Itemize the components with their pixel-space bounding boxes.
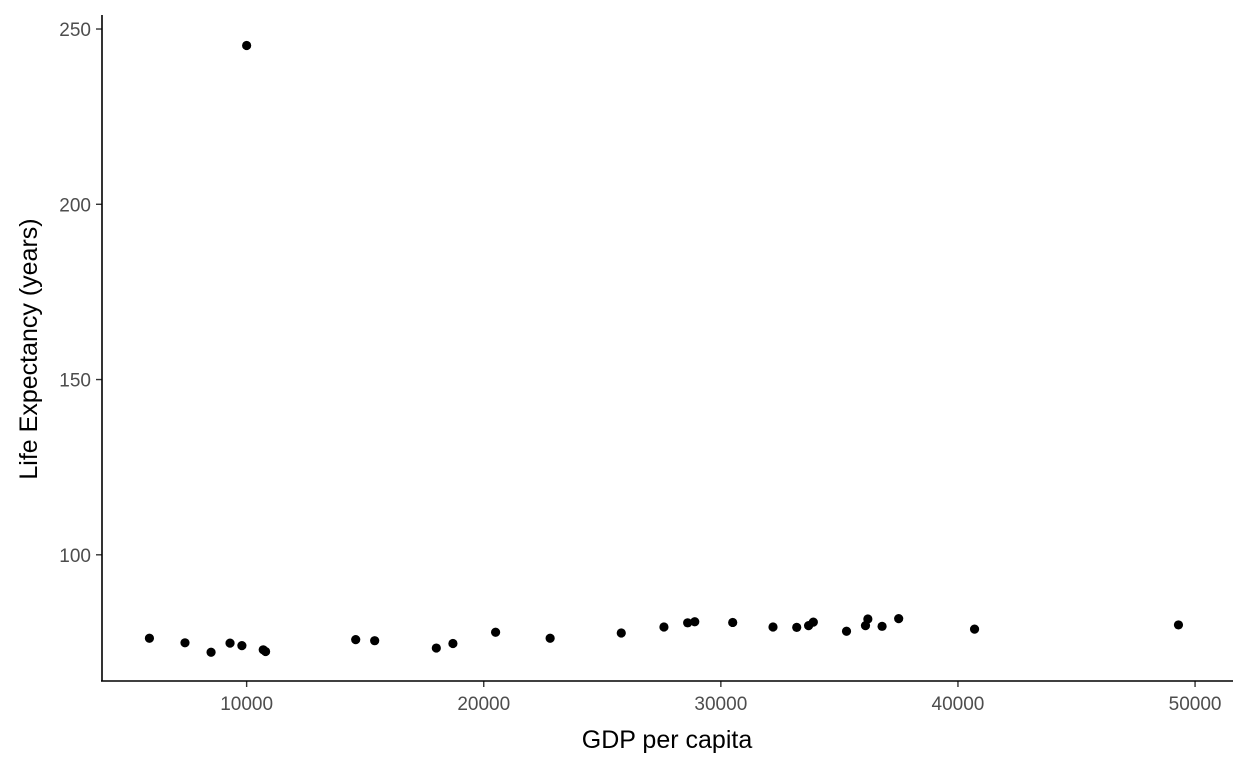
data-point [690, 617, 700, 627]
data-point [180, 638, 190, 648]
data-point [237, 640, 247, 651]
data-points [144, 40, 1184, 657]
data-point [490, 627, 501, 637]
data-point [877, 621, 887, 631]
data-point [728, 617, 738, 628]
y-tick-label: 250 [59, 20, 91, 41]
x-tick-label: 20000 [457, 694, 510, 715]
data-point [808, 617, 818, 627]
data-point [683, 618, 693, 628]
x-tick-label: 30000 [694, 694, 747, 715]
y-axis-ticks: 100 150 200 250 [59, 20, 102, 567]
data-point [616, 628, 626, 638]
x-tick-label: 10000 [220, 694, 273, 715]
data-point [448, 638, 458, 649]
y-axis-title: Life Expectancy (years) [15, 218, 43, 479]
x-axis-title: GDP per capita [582, 726, 753, 754]
data-point [206, 647, 216, 657]
x-tick-label: 50000 [1169, 694, 1222, 715]
y-tick-label: 100 [59, 546, 91, 567]
data-point [261, 646, 271, 657]
data-point [1173, 620, 1184, 630]
data-point [351, 635, 361, 645]
x-tick-label: 40000 [932, 694, 985, 715]
data-point [431, 643, 441, 653]
y-tick-label: 150 [59, 371, 91, 392]
data-point [863, 614, 873, 624]
data-point [792, 622, 802, 632]
data-point [370, 636, 380, 646]
y-tick-label: 200 [59, 195, 91, 216]
data-point [242, 40, 252, 51]
data-point [894, 614, 904, 624]
data-point [841, 626, 852, 636]
data-point [225, 638, 235, 648]
data-point [969, 624, 980, 634]
x-axis-ticks: 10000 20000 30000 40000 50000 [220, 681, 1221, 715]
data-point [144, 633, 155, 643]
data-point [545, 633, 555, 643]
data-point [768, 622, 778, 632]
data-point [659, 622, 669, 632]
